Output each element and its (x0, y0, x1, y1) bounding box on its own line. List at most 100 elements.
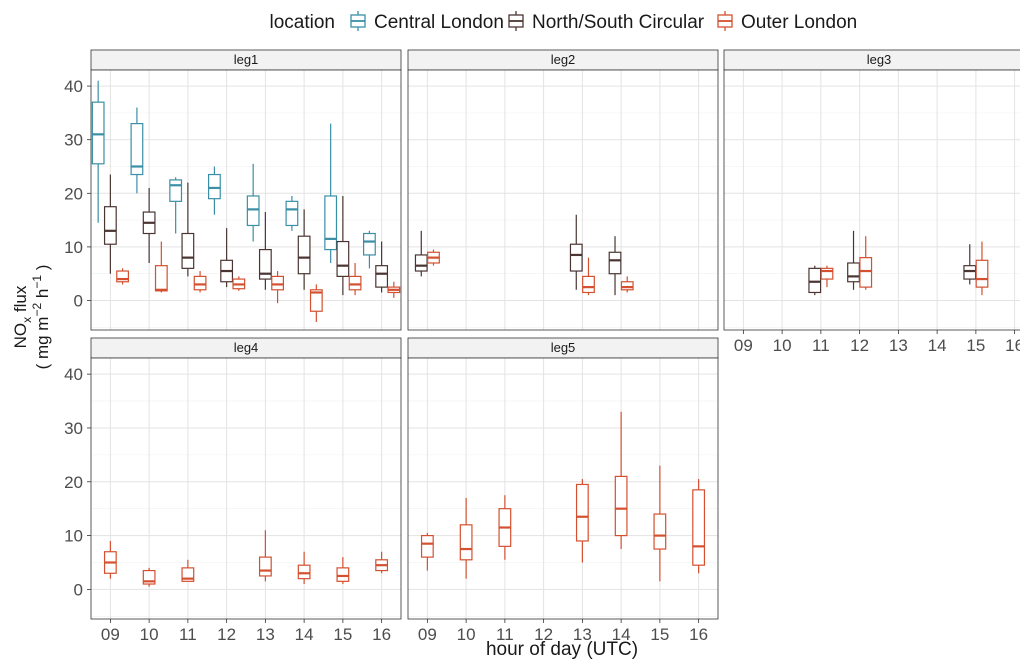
box-iqr (181, 232, 195, 269)
box-14-outer-london (620, 276, 634, 293)
box-13-north-south-circular (258, 212, 272, 290)
plot-background (408, 358, 718, 619)
x-tick-label: 11 (179, 625, 197, 644)
box-15-outer-london (975, 241, 989, 296)
panel-border (90, 69, 402, 331)
box-iqr (808, 267, 822, 294)
box-iqr (820, 267, 834, 280)
x-tick-label: 14 (612, 625, 631, 644)
box-iqr (459, 524, 473, 561)
x-tick-label: 10 (457, 625, 476, 644)
box-iqr (285, 200, 299, 227)
y-axis-title: NOx flux ( mg m−2 h−1 ) (11, 265, 52, 370)
box-iqr (130, 123, 144, 176)
box-16-outer-london (387, 281, 401, 298)
box-iqr (336, 240, 350, 277)
x-tick-label: 16 (1005, 336, 1020, 355)
box-15-outer-london (348, 262, 362, 296)
box-12-outer-london (232, 276, 246, 291)
panel-title: leg2 (551, 52, 576, 67)
box-11-outer-london (181, 559, 195, 582)
box-iqr (859, 257, 873, 288)
box-14-outer-london (297, 551, 311, 585)
x-tick-label: 15 (650, 625, 669, 644)
y-tick-label: 10 (64, 527, 83, 546)
box-iqr (575, 483, 589, 542)
box-11-outer-london (820, 265, 834, 288)
box-iqr (154, 265, 168, 292)
box-iqr (569, 243, 583, 272)
box-iqr (414, 254, 428, 272)
box-iqr (181, 567, 195, 582)
box-iqr (620, 281, 634, 291)
box-iqr (582, 275, 595, 294)
x-tick-label: 12 (534, 625, 553, 644)
box-iqr (324, 195, 338, 251)
box-15-outer-london (336, 557, 350, 585)
box-iqr (297, 564, 311, 580)
legend-label: North/South Circular (532, 12, 705, 33)
box-14-north-south-circular (297, 209, 311, 290)
box-11-north-south-circular (181, 182, 195, 277)
panel-title: leg5 (551, 340, 576, 355)
panel-leg3: leg3 09 10 11 12 13 14 15 16 (723, 49, 1020, 355)
x-tick-label: 15 (333, 625, 352, 644)
box-12-outer-london (859, 236, 873, 290)
box-iqr (363, 232, 376, 256)
box-iqr (608, 251, 622, 275)
x-tick-label: 16 (689, 625, 708, 644)
box-11-outer-london (193, 271, 207, 293)
legend-item-outer-london: Outer London (717, 11, 857, 33)
panel-border (723, 69, 1020, 331)
box-14-central-london (285, 195, 299, 231)
panel-border (90, 357, 402, 620)
box-iqr (692, 489, 706, 566)
y-tick-label: 30 (64, 131, 83, 150)
x-tick-label: 14 (295, 625, 314, 644)
box-iqr (142, 569, 156, 585)
box-13-outer-london (575, 479, 589, 563)
panel-leg4: leg4 0 10 20 30 40 09 10 11 12 13 14 15 16 (64, 337, 402, 644)
x-tick-label: 09 (734, 336, 753, 355)
legend-items: Central London North/South Circular Outer … (350, 11, 857, 33)
x-tick-label: 12 (217, 625, 236, 644)
box-16-outer-london (375, 551, 389, 574)
x-tick-label: 11 (496, 625, 514, 644)
box-iqr (258, 248, 272, 280)
box-10-north-south-circular (142, 187, 156, 263)
box-iqr (91, 101, 105, 165)
panel-title: leg3 (867, 52, 892, 67)
x-tick-label: 10 (773, 336, 792, 355)
box-13-outer-london (271, 271, 284, 304)
x-axis-title: hour of day (UTC) (486, 639, 638, 659)
x-tick-label: 15 (966, 336, 985, 355)
x-tick-label: 11 (812, 336, 830, 355)
box-13-outer-london (582, 257, 595, 296)
box-15-central-london (324, 123, 338, 263)
plot-background (91, 358, 401, 619)
box-13-north-south-circular (569, 214, 583, 290)
legend-label: Outer London (741, 12, 857, 33)
panel-leg5: leg5 09 10 11 12 13 14 15 16 (407, 337, 719, 644)
box-13-central-london (246, 163, 260, 242)
box-11-outer-london (498, 495, 512, 560)
box-iqr (193, 275, 207, 291)
box-15-outer-london (653, 465, 667, 582)
box-iqr (348, 275, 362, 291)
box-09-north-south-circular (103, 174, 117, 274)
box-14-outer-london (309, 284, 323, 322)
box-iqr (297, 235, 311, 275)
x-tick-label: 16 (372, 625, 391, 644)
y-tick-label: 10 (64, 238, 83, 257)
box-iqr (309, 289, 323, 312)
box-iqr (653, 513, 667, 550)
box-iqr (963, 265, 977, 280)
x-tick-label: 12 (850, 336, 869, 355)
box-10-outer-london (154, 241, 168, 293)
box-16-outer-london (692, 479, 706, 574)
legend-item-central-london: Central London (350, 11, 504, 33)
x-tick-label: 14 (928, 336, 947, 355)
y-tick-label: 40 (64, 77, 83, 96)
box-15-north-south-circular (963, 244, 977, 285)
panel-leg1: leg1 0 10 20 30 40 (64, 49, 402, 331)
